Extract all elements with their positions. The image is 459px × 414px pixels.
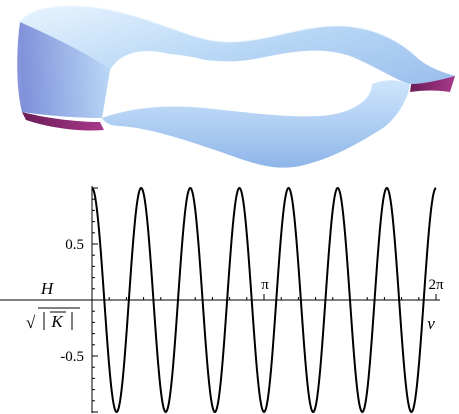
plot: 0.5 -0.5 π 2π v H √ K xyxy=(0,186,444,414)
band-underside-left xyxy=(22,112,104,131)
y-label-numerator: H xyxy=(40,279,55,298)
twisted-band-surface xyxy=(17,5,455,168)
tick-marks xyxy=(92,187,437,413)
x-axis-label: v xyxy=(427,314,435,333)
y-axis-label: H √ K xyxy=(24,279,80,332)
band-edge-highlight xyxy=(19,5,421,61)
band-back xyxy=(20,6,455,118)
y-label-k: K xyxy=(50,312,64,331)
band-hole xyxy=(111,53,372,119)
x-tick-label-pi: π xyxy=(261,277,269,293)
band-front xyxy=(102,80,410,168)
y-tick-label-minus-0.5: -0.5 xyxy=(60,349,84,365)
h-over-sqrt-k-curve xyxy=(91,186,437,414)
band-left-fold xyxy=(17,22,110,118)
y-label-sqrt-sign: √ xyxy=(26,313,36,332)
x-tick-label-2pi: 2π xyxy=(428,277,444,293)
y-tick-label-0.5: 0.5 xyxy=(65,237,84,253)
